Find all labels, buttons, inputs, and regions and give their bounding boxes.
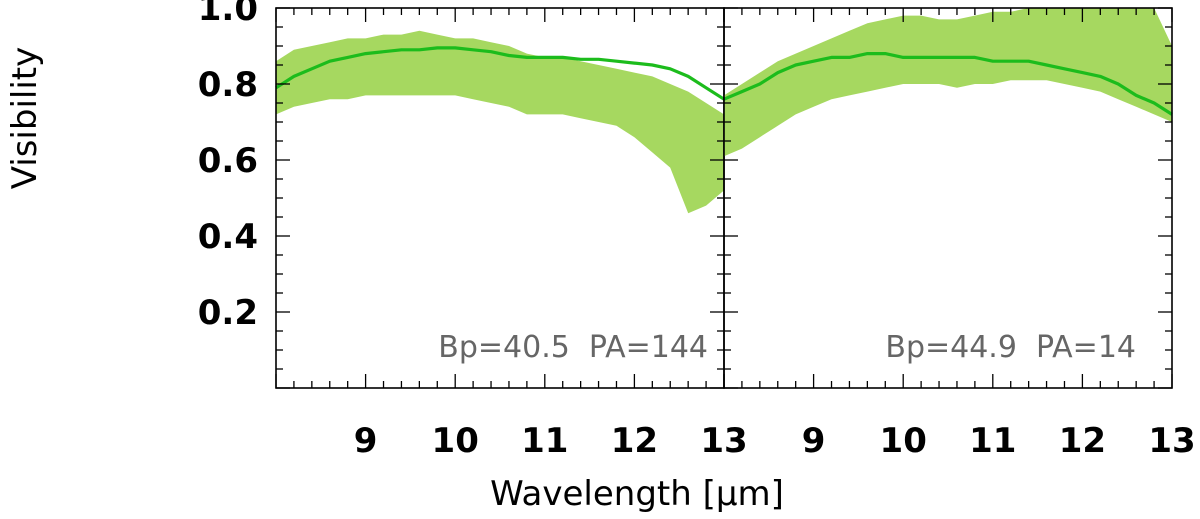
left-uncertainty-band-layer xyxy=(276,30,724,214)
left-x-tick-label: 11 xyxy=(521,421,568,461)
right-x-tick-label: 12 xyxy=(1059,421,1106,461)
y-axis-title: Visibility xyxy=(5,47,45,190)
left-model-line-layer xyxy=(275,46,725,101)
left-x-tick-label: 10 xyxy=(432,421,479,461)
right-x-tick-label: 10 xyxy=(880,421,927,461)
left-x-tick-label: 9 xyxy=(354,421,378,461)
x-axis-title: Wavelength [μm] xyxy=(490,474,784,514)
right-model-line xyxy=(723,51,1173,116)
left-y-tick-label: 0.8 xyxy=(198,65,258,105)
left-y-tick-label: 0.2 xyxy=(198,293,258,333)
left-model-line xyxy=(275,46,725,101)
left-tick-label-layer: 9 10 11 12 13 0.2 0.4 0.6 0.8 1.0 xyxy=(198,0,748,461)
left-uncertainty-band xyxy=(276,30,724,214)
right-model-line-layer xyxy=(723,51,1173,116)
left-x-tick-label: 13 xyxy=(700,421,747,461)
right-panel: 9 10 11 12 13 Bp=44.9 PA=14 xyxy=(723,7,1196,461)
left-x-tick-label: 12 xyxy=(611,421,658,461)
right-x-tick-label: 13 xyxy=(1148,421,1195,461)
right-baseline-annotation: Bp=44.9 PA=14 xyxy=(885,330,1136,365)
right-tick-label-layer: 9 10 11 12 13 xyxy=(802,421,1196,461)
right-uncertainty-band xyxy=(724,8,1172,157)
left-tick-layer xyxy=(275,7,725,389)
left-y-tick-label: 0.4 xyxy=(198,217,258,257)
left-y-tick-label: 0.6 xyxy=(198,141,258,181)
right-x-tick-label: 9 xyxy=(802,421,826,461)
right-uncertainty-band-layer xyxy=(724,8,1172,157)
left-y-tick-label: 1.0 xyxy=(198,0,258,29)
right-tick-layer xyxy=(723,7,1173,389)
right-x-tick-label: 11 xyxy=(969,421,1016,461)
left-baseline-annotation: Bp=40.5 PA=144 xyxy=(438,330,708,365)
left-panel: 9 10 11 12 13 0.2 0.4 0.6 0.8 1.0 Bp=40.5 PA=144 xyxy=(198,0,748,461)
